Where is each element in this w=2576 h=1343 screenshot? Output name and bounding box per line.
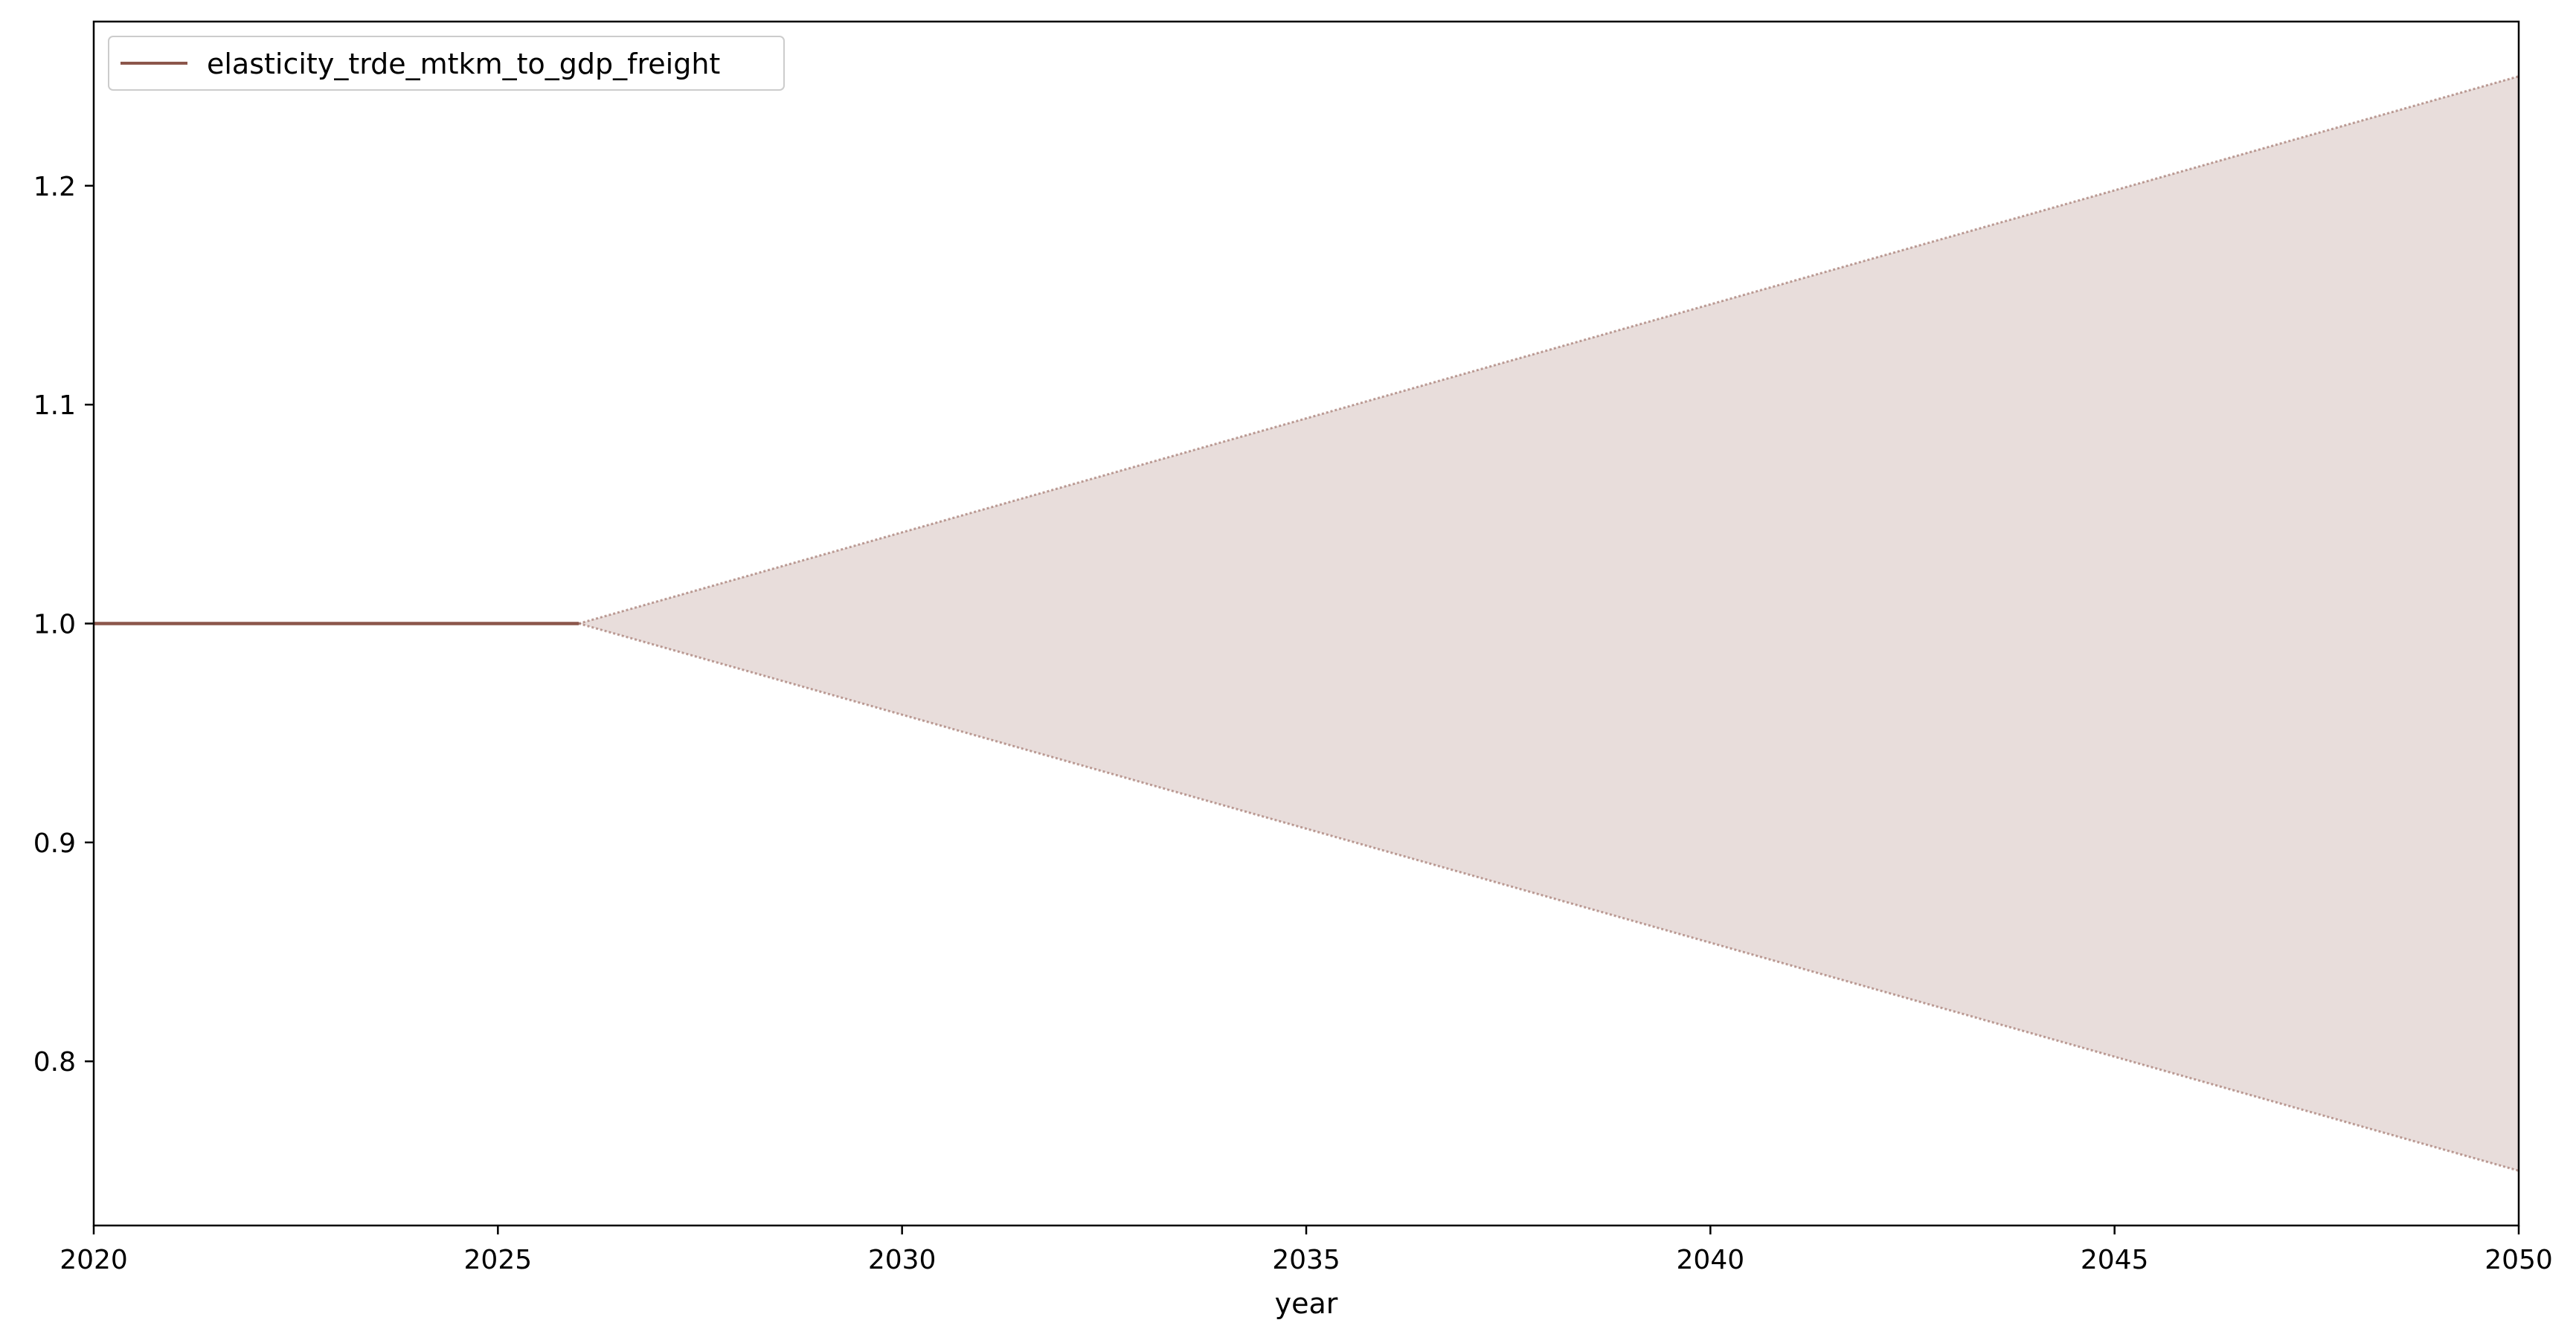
y-tick-label: 1.2 <box>33 172 76 202</box>
y-tick-label: 1.0 <box>33 610 76 640</box>
x-axis-label: year <box>1275 1287 1338 1320</box>
x-tick-label: 2040 <box>1677 1245 1745 1275</box>
x-tick-label: 2020 <box>60 1245 128 1275</box>
uncertainty-band <box>579 76 2519 1171</box>
legend-label: elasticity_trde_mtkm_to_gdp_freight <box>207 48 720 80</box>
y-tick-label: 1.1 <box>33 390 76 421</box>
y-axis-ticks: 0.8 0.9 1.0 1.1 1.2 <box>33 172 94 1078</box>
uncertainty-band-layer <box>578 75 2519 1172</box>
band-lower-edge <box>578 622 2519 1172</box>
x-tick-label: 2045 <box>2081 1245 2149 1275</box>
band-upper-edge <box>578 75 2519 625</box>
x-axis-ticks: 2020 2025 2030 2035 2040 2045 2050 <box>60 1226 2553 1275</box>
legend-box <box>108 36 785 91</box>
x-tick-label: 2050 <box>2485 1245 2553 1275</box>
legend: elasticity_trde_mtkm_to_gdp_freight <box>108 36 785 91</box>
y-tick-label: 0.8 <box>33 1047 76 1078</box>
x-tick-label: 2030 <box>868 1245 937 1275</box>
x-tick-label: 2035 <box>1272 1245 1340 1275</box>
x-tick-label: 2025 <box>464 1245 533 1275</box>
y-tick-label: 0.9 <box>33 828 76 859</box>
